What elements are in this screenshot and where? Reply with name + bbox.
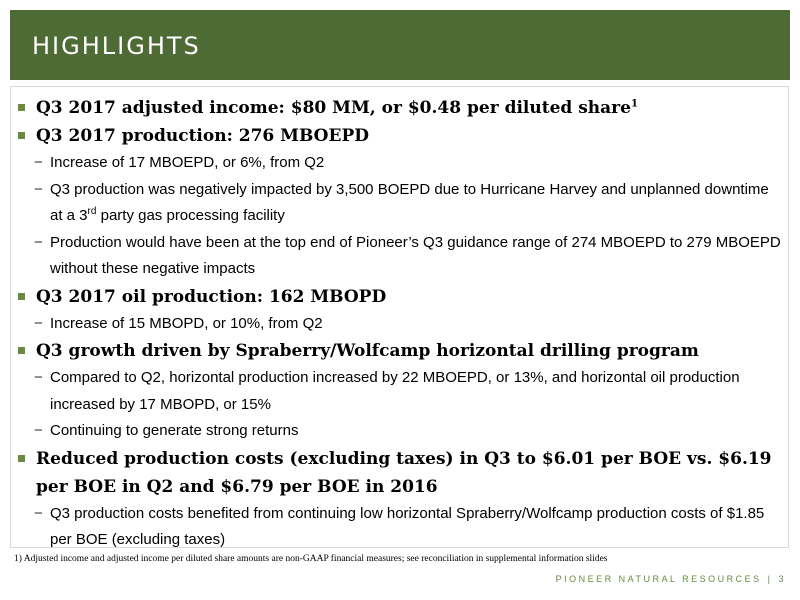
dash-bullet-icon: −	[34, 504, 43, 522]
sub-list-item: − Increase of 17 MBOEPD, or 6%, from Q2	[14, 150, 784, 177]
list-item: Q3 2017 adjusted income: $80 MM, or $0.4…	[14, 94, 784, 122]
list-item: Q3 2017 production: 276 MBOEPD	[14, 122, 784, 150]
list-item: Q3 growth driven by Spraberry/Wolfcamp h…	[14, 337, 784, 365]
dash-bullet-icon: −	[34, 422, 43, 439]
square-bullet-icon	[18, 347, 25, 354]
item-text: Production would have been at the top en…	[50, 233, 781, 278]
square-bullet-icon	[18, 104, 25, 111]
footnote-marker: 1	[630, 98, 638, 110]
dash-bullet-icon: −	[34, 233, 43, 251]
dash-bullet-icon: −	[34, 180, 43, 198]
item-text: Q3 2017 oil production: 162 MBOPD	[36, 286, 387, 307]
highlights-list: Q3 2017 adjusted income: $80 MM, or $0.4…	[14, 94, 784, 554]
sub-list-item: − Q3 production was negatively impacted …	[14, 177, 784, 230]
sub-list-item: − Production would have been at the top …	[14, 230, 784, 283]
item-text: Reduced production costs (excluding taxe…	[36, 448, 772, 497]
square-bullet-icon	[18, 454, 25, 462]
item-text: Q3 2017 adjusted income: $80 MM, or $0.4…	[36, 98, 631, 118]
sub-list-item: − Continuing to generate strong returns	[14, 418, 784, 445]
dash-bullet-icon: −	[34, 154, 43, 171]
list-item: Q3 2017 oil production: 162 MBOPD	[14, 283, 784, 311]
sub-list-item: − Q3 production costs benefited from con…	[14, 501, 784, 554]
dash-bullet-icon: −	[34, 369, 43, 386]
item-text: Q3 growth driven by Spraberry/Wolfcamp h…	[36, 341, 699, 361]
item-text: party gas processing facility	[96, 207, 285, 224]
item-text: Q3 production costs benefited from conti…	[50, 504, 765, 549]
sub-list-item: − Increase of 15 MBOPD, or 10%, from Q2	[14, 311, 784, 338]
ordinal-suffix: rd	[87, 206, 97, 217]
list-item: Reduced production costs (excluding taxe…	[14, 445, 784, 501]
square-bullet-icon	[18, 292, 25, 300]
header-banner: HIGHLIGHTS	[10, 10, 790, 80]
footer: PIONEER NATURAL RESOURCES | 3	[556, 574, 786, 584]
sub-list-item: − Compared to Q2, horizontal production …	[14, 365, 784, 418]
page-title: HIGHLIGHTS	[32, 32, 201, 60]
item-text: Increase of 17 MBOEPD, or 6%, from Q2	[50, 154, 325, 171]
content-frame	[10, 86, 789, 548]
item-text: Compared to Q2, horizontal production in…	[50, 369, 740, 413]
dash-bullet-icon: −	[34, 314, 43, 332]
item-text: Increase of 15 MBOPD, or 10%, from Q2	[50, 314, 323, 332]
item-text: Q3 2017 production: 276 MBOEPD	[36, 126, 369, 146]
square-bullet-icon	[18, 132, 25, 139]
item-text: Continuing to generate strong returns	[50, 422, 299, 439]
company-name: PIONEER NATURAL RESOURCES	[555, 574, 762, 584]
page-number: 3	[778, 574, 786, 584]
item-text: Q3 production was negatively impacted by…	[50, 180, 769, 225]
footer-separator: |	[767, 574, 773, 584]
footnote: 1) Adjusted income and adjusted income p…	[14, 554, 608, 564]
